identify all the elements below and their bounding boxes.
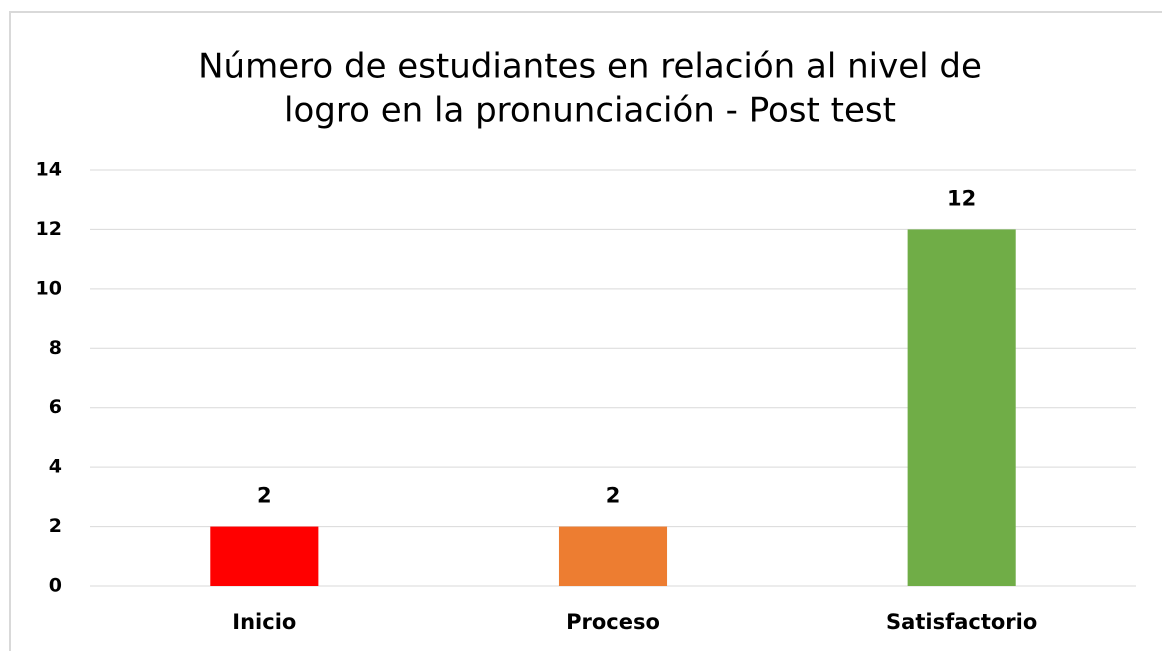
y-tick-label: 2 — [49, 515, 62, 537]
bar — [210, 526, 319, 586]
y-tick-label: 8 — [49, 337, 62, 359]
y-tick-label: 0 — [49, 575, 62, 597]
data-label: 2 — [257, 484, 272, 508]
data-label: 12 — [947, 186, 976, 210]
x-tick-label: Proceso — [566, 610, 660, 634]
y-tick-label: 6 — [49, 396, 62, 418]
x-tick-label: Inicio — [232, 610, 296, 634]
y-tick-label: 12 — [36, 218, 62, 240]
data-label: 2 — [606, 484, 621, 508]
y-tick-label: 14 — [36, 159, 62, 181]
y-tick-label: 10 — [36, 277, 62, 299]
bar — [907, 229, 1016, 586]
x-tick-label: Satisfactorio — [886, 610, 1037, 634]
chart-title: Número de estudiantes en relación al niv… — [198, 47, 982, 87]
y-tick-label: 4 — [49, 456, 62, 478]
bar — [558, 526, 668, 586]
chart-title: logro en la pronunciación - Post test — [284, 91, 896, 131]
